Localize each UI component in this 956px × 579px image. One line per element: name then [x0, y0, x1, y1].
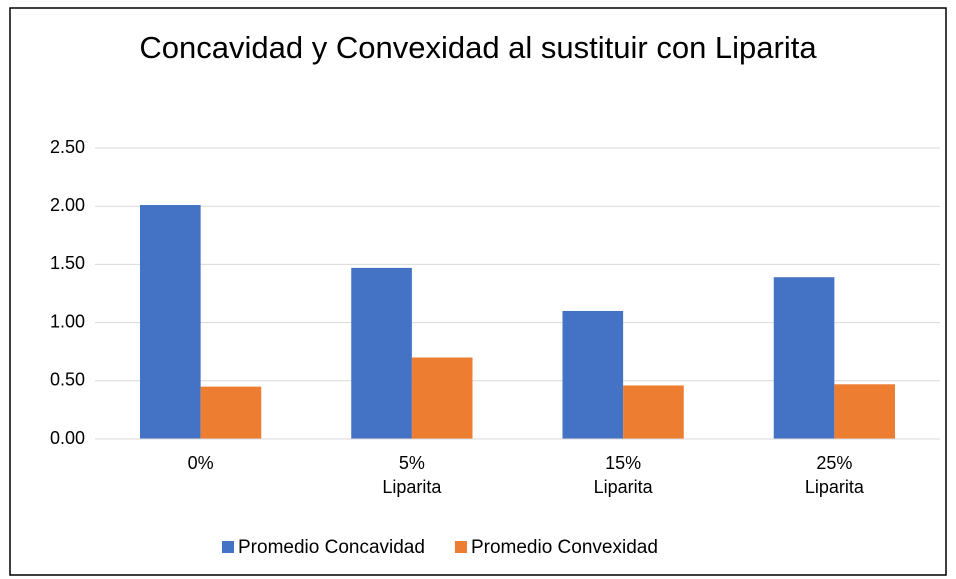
chart-title: Concavidad y Convexidad al sustituir con…: [139, 30, 817, 65]
bar: [411, 357, 473, 439]
bar: [834, 384, 896, 439]
y-tick-label: 1.50: [50, 253, 85, 273]
x-tick-label: 0%: [188, 453, 214, 473]
legend-label: Promedio Concavidad: [238, 537, 425, 558]
bar: [351, 267, 412, 439]
legend-label: Promedio Convexidad: [471, 537, 658, 558]
legend-swatch: [222, 541, 234, 553]
bar: [200, 386, 262, 439]
bar: [773, 277, 835, 439]
y-tick-label: 0.50: [50, 370, 85, 390]
x-tick-label: 25% Liparita: [805, 453, 865, 497]
x-tick-label: 15% Liparita: [594, 453, 654, 497]
y-tick-label: 1.00: [50, 311, 85, 331]
y-tick-label: 0.00: [50, 428, 85, 448]
y-tick-label: 2.50: [50, 137, 85, 157]
bar: [562, 310, 624, 439]
bar: [139, 205, 201, 439]
y-tick-label: 2.00: [50, 195, 85, 215]
x-tick-label: 5% Liparita: [382, 453, 442, 497]
bar: [623, 385, 684, 439]
legend-swatch: [454, 541, 467, 553]
